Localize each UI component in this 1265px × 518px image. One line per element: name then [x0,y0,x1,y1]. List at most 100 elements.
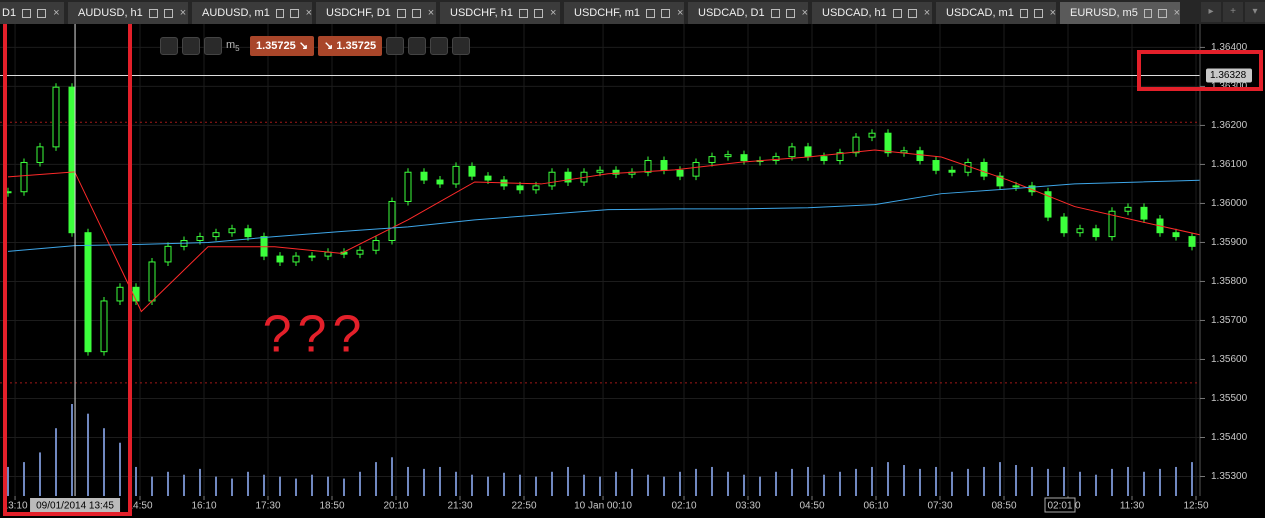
candle [1188,236,1196,247]
tab[interactable]: USDCAD, m1 × [936,2,1056,24]
tab-icon[interactable] [163,8,173,18]
candle [452,165,460,185]
tab-icon[interactable] [770,8,780,18]
tab-icon[interactable] [37,8,47,18]
tab-icon[interactable] [518,8,528,18]
close-tab[interactable]: × [677,7,684,19]
tab-icon[interactable] [1158,8,1167,18]
volume-bar [359,471,361,496]
tab-icon[interactable] [907,8,917,18]
tab-icon[interactable] [533,8,543,18]
x-tick-label: 11:30 [1120,501,1145,512]
cursor-label: 02:01 [1047,501,1072,512]
moving-average [7,179,1200,252]
candle [740,154,748,162]
volume-bar [487,476,489,496]
user-button[interactable] [452,37,471,55]
y-tick-label: 1.35800 [1211,276,1248,287]
tab-icon[interactable] [1019,8,1029,18]
list-button[interactable] [386,37,405,55]
tab[interactable]: USDCHF, h1 × [440,2,560,24]
menu-button[interactable]: ▾ [1245,2,1265,22]
tab-icon[interactable] [275,8,285,18]
tab-icon[interactable] [411,8,421,18]
close-tab[interactable]: × [801,7,808,19]
volume-bar [455,471,457,496]
tab[interactable]: D1 × [0,2,64,24]
volume-bar [1031,466,1033,496]
volume-bar [55,428,57,496]
volume-bar [567,466,569,496]
timeframe-button[interactable]: m5 [226,39,246,53]
candle [1060,216,1068,234]
tab-icon[interactable] [396,8,406,18]
tab-label: EURUSD, m5 [1070,7,1138,19]
tab-icon[interactable] [22,8,32,18]
close-tab[interactable]: × [549,7,557,19]
candle [148,261,156,302]
volume-bar [839,471,841,496]
tab[interactable]: EURUSD, m5 × [1060,2,1180,24]
volume-bar [1095,474,1097,496]
indicators-button[interactable] [204,37,222,55]
close-tab[interactable]: × [923,7,931,19]
candle [244,228,252,238]
moving-average [7,149,1200,313]
sell-button[interactable]: 1.35725 ↘ [250,36,315,56]
volume-bar [343,478,345,496]
timeframe-sub: 5 [235,44,240,54]
chart-share-button[interactable] [430,37,449,55]
tab-icon[interactable] [892,8,902,18]
scroll-button[interactable]: ▸ [1201,2,1221,22]
close-tab[interactable]: × [305,7,312,19]
tab-icon[interactable] [785,8,795,18]
candle [212,232,220,238]
tab-icon[interactable] [1034,8,1043,18]
volume-bar [903,465,905,496]
close-tab[interactable]: × [1049,7,1056,19]
volume-bar [807,466,809,496]
candle [436,179,444,185]
volume-bar [503,472,505,496]
close-tab[interactable]: × [179,7,187,19]
tab-icon[interactable] [148,8,158,18]
tab-icon[interactable] [290,8,299,18]
volume-bar [215,476,217,496]
tab[interactable]: USDCHF, D1 × [316,2,436,24]
tab[interactable]: USDCAD, D1 × [688,2,808,24]
tab-icon[interactable] [646,8,656,18]
volume-bar [695,468,697,496]
candle [388,200,396,241]
tab[interactable]: USDCHF, m1 × [564,2,684,24]
settings-button[interactable] [182,37,200,55]
y-tick-label: 1.36100 [1211,159,1248,170]
candle [788,146,796,158]
zoom-button[interactable] [160,37,178,55]
candle [372,239,380,251]
buy-button[interactable]: ↘ 1.35725 [318,36,383,56]
tab[interactable]: AUDUSD, h1 × [68,2,188,24]
tab[interactable]: AUDUSD, m1 × [192,2,312,24]
volume-bar [599,476,601,496]
candle [804,146,812,158]
close-tab[interactable]: × [427,7,435,19]
tab-icon[interactable] [1143,8,1153,18]
candle [468,165,476,177]
tab-icon[interactable] [661,8,671,18]
volume-bar [471,474,473,496]
current-price-bg [1206,68,1252,83]
y-tick-label: 1.36200 [1211,120,1248,131]
candle [564,171,572,183]
close-tab[interactable]: × [53,7,60,19]
close-tab[interactable]: × [1173,7,1180,19]
tab[interactable]: USDCAD, h1 × [812,2,932,24]
add-tab-button[interactable]: + [1223,2,1243,22]
x-tick-label: 21:30 [447,501,472,512]
x-tick-label: 13:10 [3,501,28,512]
volume-bar [967,468,969,496]
volume-bar [935,466,937,496]
candle [820,156,828,162]
candle [1108,210,1116,238]
share-button[interactable] [408,37,427,55]
